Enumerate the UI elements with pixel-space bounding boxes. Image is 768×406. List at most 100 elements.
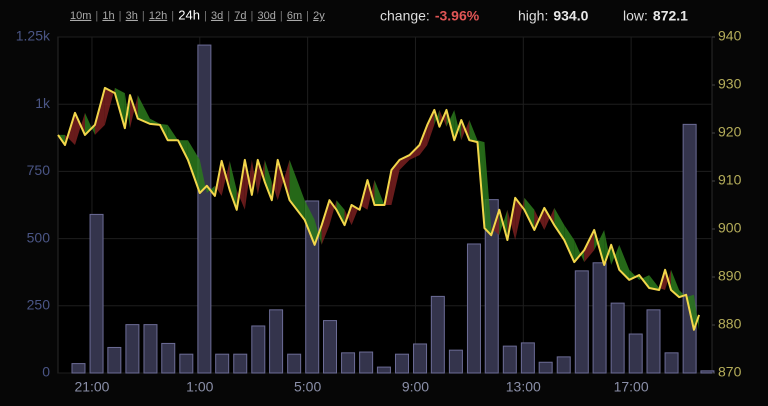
price-band: [74, 112, 85, 145]
price-band: [84, 112, 95, 135]
x-tick-label: 13:00: [506, 379, 541, 395]
y2-tick-label: 930: [718, 76, 742, 92]
volume-bar: [323, 320, 338, 374]
volume-bar: [520, 342, 535, 374]
price-band: [304, 200, 315, 245]
x-tick-label: 17:00: [614, 379, 649, 395]
range-link[interactable]: 2y: [313, 10, 325, 22]
volume-bar: [574, 270, 589, 374]
price-band: [679, 289, 687, 298]
y-tick-label: 1.25k: [16, 28, 51, 44]
separator: |: [95, 10, 98, 22]
header: 10m | 1h | 3h | 12h | 24h | 3d | 7d | 30d | 6m | 2y change:…: [70, 7, 688, 23]
price-band: [321, 200, 330, 245]
price-band: [264, 159, 272, 201]
price-band: [671, 269, 680, 298]
range-link[interactable]: 1h: [102, 10, 114, 22]
separator: |: [204, 10, 207, 22]
volume-bar: [700, 370, 715, 374]
range-link[interactable]: 6m: [287, 10, 302, 22]
price-band: [277, 159, 290, 201]
range-link[interactable]: 30d: [257, 10, 275, 22]
volume-bar: [161, 342, 176, 374]
price-band: [351, 205, 360, 226]
volume-bar: [233, 353, 248, 374]
volume-bar: [430, 295, 445, 374]
range-link[interactable]: 3d: [211, 10, 223, 22]
volume-bar: [628, 333, 643, 374]
volume-bar: [215, 353, 230, 374]
volume-bar: [538, 361, 553, 374]
price-band: [564, 225, 575, 263]
y2-tick-label: 890: [718, 268, 742, 284]
y-tick-label: 1k: [35, 95, 51, 111]
stat-value: 872.1: [653, 8, 688, 24]
price-band: [229, 160, 237, 210]
volume-bar: [269, 309, 284, 374]
separator: |: [171, 10, 174, 22]
price-line: [57, 86, 701, 331]
separator: |: [280, 10, 283, 22]
volume-bar: [376, 366, 391, 374]
price-band: [271, 159, 278, 201]
price-band: [391, 159, 400, 205]
price-band: [554, 207, 565, 241]
range-link[interactable]: 24h: [178, 7, 200, 22]
range-link[interactable]: 10m: [70, 10, 91, 22]
volume-bar: [610, 302, 625, 374]
range-link[interactable]: 7d: [234, 10, 246, 22]
y-tick-label: 750: [27, 162, 51, 178]
volume-bar: [287, 353, 302, 374]
y2-tick-label: 870: [718, 364, 742, 380]
range-link[interactable]: 12h: [149, 10, 167, 22]
price-band: [584, 229, 595, 263]
stat-label: high:: [518, 8, 548, 24]
axes: 0 250 500 750 1k 1.25k 870 880 890 900 910 920 930 94…: [16, 28, 742, 395]
volume-bar: [359, 351, 374, 374]
stat-value: 934.0: [553, 8, 588, 24]
range-link[interactable]: 3h: [126, 10, 138, 22]
y2-tick-label: 910: [718, 172, 742, 188]
volume-bar: [89, 213, 104, 374]
volume-bar: [413, 343, 428, 374]
price-band: [611, 244, 620, 270]
y2-tick-label: 900: [718, 220, 742, 236]
price-band: [484, 142, 492, 236]
y-tick-label: 0: [42, 364, 50, 380]
price-band: [336, 200, 345, 226]
price-band: [374, 180, 385, 205]
separator: |: [119, 10, 122, 22]
price-band: [104, 87, 115, 125]
volume-bar: [448, 349, 463, 374]
price-band: [187, 140, 200, 193]
volume-bar: [682, 123, 697, 374]
volume-bar: [341, 352, 356, 374]
volume-bar: [197, 44, 212, 374]
volume-bar: [107, 346, 122, 374]
volume-bar: [466, 243, 481, 374]
price-band: [137, 95, 150, 124]
volume-bar: [71, 363, 86, 374]
y2-tick-label: 940: [718, 28, 742, 44]
y2-tick-label: 920: [718, 124, 742, 140]
price-band: [574, 240, 585, 263]
price-band: [199, 159, 207, 193]
marks: [57, 44, 715, 374]
separator: |: [306, 10, 309, 22]
volume-bar: [556, 356, 571, 374]
price-band: [693, 294, 700, 330]
x-tick-label: 5:00: [294, 379, 321, 395]
volume-bar: [125, 324, 140, 374]
separator: |: [142, 10, 145, 22]
volume-bar: [394, 353, 409, 374]
y-tick-label: 500: [27, 229, 51, 245]
volume-bar: [143, 324, 158, 374]
volume-bar: [179, 353, 194, 374]
y-tick-label: 250: [27, 297, 51, 313]
volume-bar: [484, 199, 499, 374]
price-band: [427, 109, 435, 145]
price-band: [236, 159, 245, 210]
x-tick-label: 1:00: [186, 379, 213, 395]
x-tick-label: 9:00: [402, 379, 429, 395]
